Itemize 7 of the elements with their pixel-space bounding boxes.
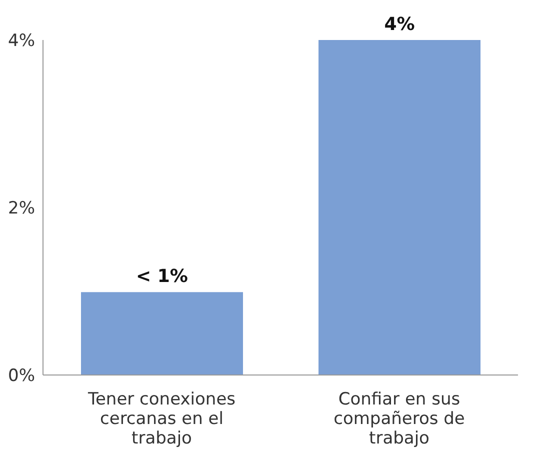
y-tick-label: 2% bbox=[8, 198, 35, 219]
data-label: < 1% bbox=[136, 266, 188, 288]
y-tick-label: 0% bbox=[8, 366, 35, 386]
data-label: 4% bbox=[384, 14, 415, 35]
x-tick-label: Confiar en sus compañeros de trabajo bbox=[334, 389, 465, 448]
x-tick-label: Tener conexiones cercanas en el trabajo bbox=[86, 389, 236, 448]
y-tick-label: 4% bbox=[8, 31, 35, 52]
